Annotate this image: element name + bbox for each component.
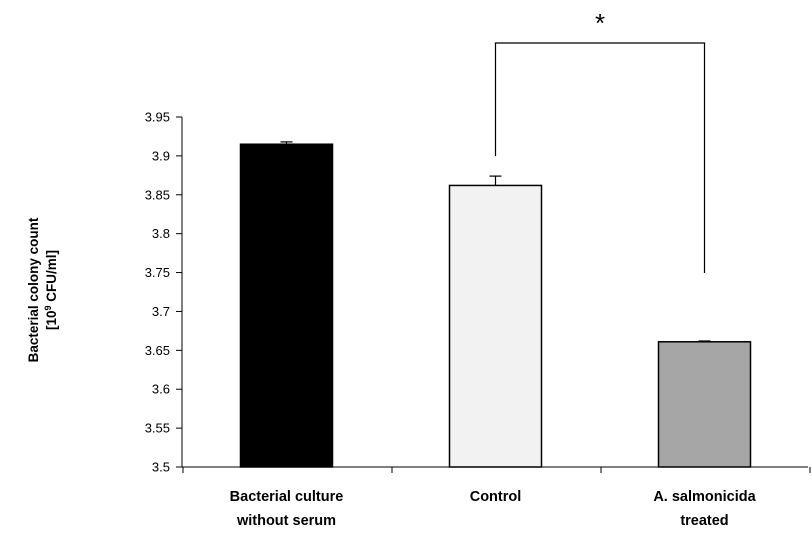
y-axis-title-group: Bacterial colony count [109 CFU/ml]	[26, 217, 59, 362]
bars	[239, 141, 752, 468]
y-tick-label: 3.7	[152, 304, 170, 319]
x-category-label: Control	[470, 489, 522, 505]
y-tick-label: 3.9	[152, 148, 170, 163]
y-tick-label: 3.85	[145, 187, 170, 202]
y-tick-label: 3.8	[152, 226, 170, 241]
x-category-label: without serum	[236, 513, 336, 529]
y-unit-exponent: 9	[43, 305, 53, 310]
bar	[448, 184, 543, 468]
y-unit-prefix: [10	[44, 311, 59, 331]
y-tick-label: 3.75	[145, 265, 170, 280]
bar	[239, 143, 334, 468]
x-category-label: A. salmonicida	[653, 489, 756, 505]
x-category-label: Bacterial culture	[230, 489, 344, 505]
y-unit-suffix: CFU/ml]	[44, 250, 59, 306]
y-tick-label: 3.6	[152, 382, 170, 397]
bar	[657, 341, 752, 468]
significance-bracket	[494, 42, 706, 273]
y-axis: 3.5 3.55 3.6 3.65 3.7 3.75 3.8 3.85 3.9 3.95	[145, 110, 183, 475]
x-axis: Bacterial culture without serum Control A. …	[182, 466, 811, 529]
y-axis-unit: [109 CFU/ml]	[43, 250, 59, 330]
y-tick-label: 3.65	[145, 343, 170, 358]
significance-star: *	[595, 8, 605, 38]
x-category-label: treated	[680, 513, 728, 529]
y-tick-label: 3.55	[145, 421, 170, 436]
y-tick-label: 3.5	[152, 460, 170, 475]
y-tick-label: 3.95	[145, 110, 170, 125]
significance-annotation: *	[494, 8, 706, 273]
y-axis-title: Bacterial colony count	[26, 217, 41, 362]
